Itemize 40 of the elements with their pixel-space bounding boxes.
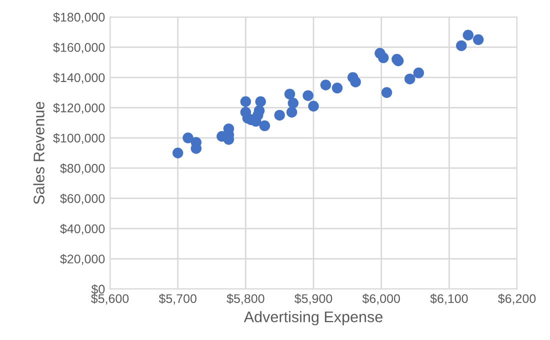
point xyxy=(472,34,484,46)
point xyxy=(255,96,266,107)
point xyxy=(274,110,285,121)
x-tick-label: $6,000 xyxy=(362,294,400,305)
point xyxy=(308,100,319,112)
x-tick-label: $6,200 xyxy=(498,294,536,305)
point xyxy=(240,96,252,107)
point xyxy=(381,87,392,98)
y-tick-label: $140,000 xyxy=(53,72,105,84)
point xyxy=(182,132,194,144)
point xyxy=(320,80,332,90)
y-axis-title: Sales Revenue xyxy=(33,102,44,204)
point xyxy=(288,98,299,109)
point xyxy=(456,40,467,52)
point xyxy=(462,30,474,41)
y-tick-label: $60,000 xyxy=(60,194,105,204)
point xyxy=(404,74,416,84)
point xyxy=(350,76,361,88)
y-tick-label: $80,000 xyxy=(60,163,105,174)
point xyxy=(259,120,270,132)
y-tick-label: $120,000 xyxy=(53,102,105,114)
point xyxy=(413,68,424,78)
point xyxy=(172,148,184,158)
x-tick-label: $5,700 xyxy=(158,294,196,305)
y-tick-label: $0 xyxy=(91,284,105,294)
x-tick-label: $6,100 xyxy=(430,294,468,305)
y-tick-label: $20,000 xyxy=(60,254,105,265)
point xyxy=(284,88,296,100)
point xyxy=(302,90,314,101)
point xyxy=(378,52,389,64)
y-tick-label: $40,000 xyxy=(60,224,105,235)
y-tick-label: $180,000 xyxy=(53,12,105,24)
x-axis-title: Advertising Expense xyxy=(244,311,382,326)
x-tick-label: $5,800 xyxy=(226,294,264,305)
x-tick-label: $5,600 xyxy=(91,294,129,305)
point xyxy=(332,82,343,94)
y-tick-label: $160,000 xyxy=(53,42,105,54)
y-tick-label: $100,000 xyxy=(53,133,105,144)
point xyxy=(286,106,298,118)
x-tick-label: $5,900 xyxy=(294,294,332,305)
